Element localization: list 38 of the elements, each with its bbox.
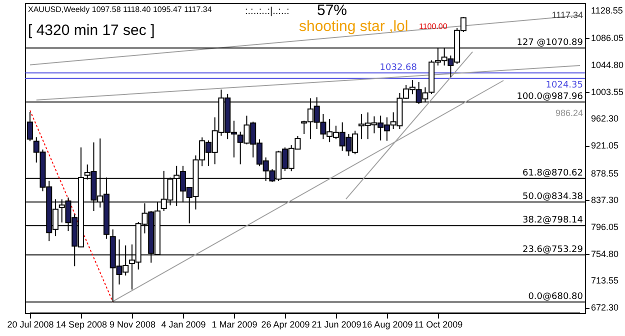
y-tick-label: 754.80 <box>591 248 619 259</box>
annotation: :.:..:..:|..:..: <box>245 6 290 17</box>
annotation: 57% <box>317 2 348 19</box>
y-tick-label: 962.30 <box>591 114 619 124</box>
x-tick-label: 9 Nov 2008 <box>109 320 156 330</box>
ref-line-label: 127 @1070.89 <box>516 38 584 48</box>
y-tick-label: 878.55 <box>591 168 619 178</box>
ref-line-label: 100.0@987.96 <box>516 92 584 102</box>
y-tick-label: 672.30 <box>591 302 619 313</box>
ref-line-label: 1032.68 <box>380 62 418 73</box>
ref-line-label: 38.2@798.14 <box>522 216 584 226</box>
y-tick-label: 1086.05 <box>591 33 624 44</box>
y-tick-label: 1003.55 <box>591 86 624 97</box>
x-tick-label: 16 Aug 2009 <box>362 320 413 330</box>
y-tick-label: 713.55 <box>591 276 619 286</box>
ref-line-label: 23.6@753.29 <box>522 244 584 255</box>
x-tick-label: 11 Oct 2009 <box>414 320 463 330</box>
x-tick-label: 26 Apr 2009 <box>261 320 310 330</box>
ref-line-label: 50.0@834.38 <box>522 192 584 202</box>
y-tick-label: 921.05 <box>591 140 619 151</box>
annotation: 1100.00 <box>419 22 448 31</box>
x-tick-label: 21 Jun 2009 <box>312 320 362 330</box>
y-tick-label: 837.30 <box>591 195 619 206</box>
annotation: [ 4320 min 17 sec ] <box>28 22 155 39</box>
x-tick-label: 1 Mar 2009 <box>212 320 258 330</box>
y-tick-label: 1128.55 <box>591 5 623 16</box>
x-tick-label: 14 Sep 2008 <box>56 320 108 330</box>
x-tick-label: 4 Jan 2009 <box>161 320 206 330</box>
chart-title: XAUUSD,Weekly 1097.58 1118.40 1095.47 1117.34 <box>28 5 212 14</box>
annotation: 1117.34 <box>552 10 583 20</box>
y-tick-label: 1044.80 <box>591 60 624 70</box>
ref-line-label: 0.0@680.80 <box>528 292 584 302</box>
x-tick-label: 20 Jul 2008 <box>7 320 54 330</box>
annotation: 986.24 <box>555 108 583 118</box>
ref-line-label: 1024.35 <box>546 80 583 90</box>
annotation: shooting star ,lol <box>299 18 408 35</box>
y-tick-label: 796.05 <box>591 222 619 232</box>
ref-line-label: 61.8@870.62 <box>522 168 583 178</box>
